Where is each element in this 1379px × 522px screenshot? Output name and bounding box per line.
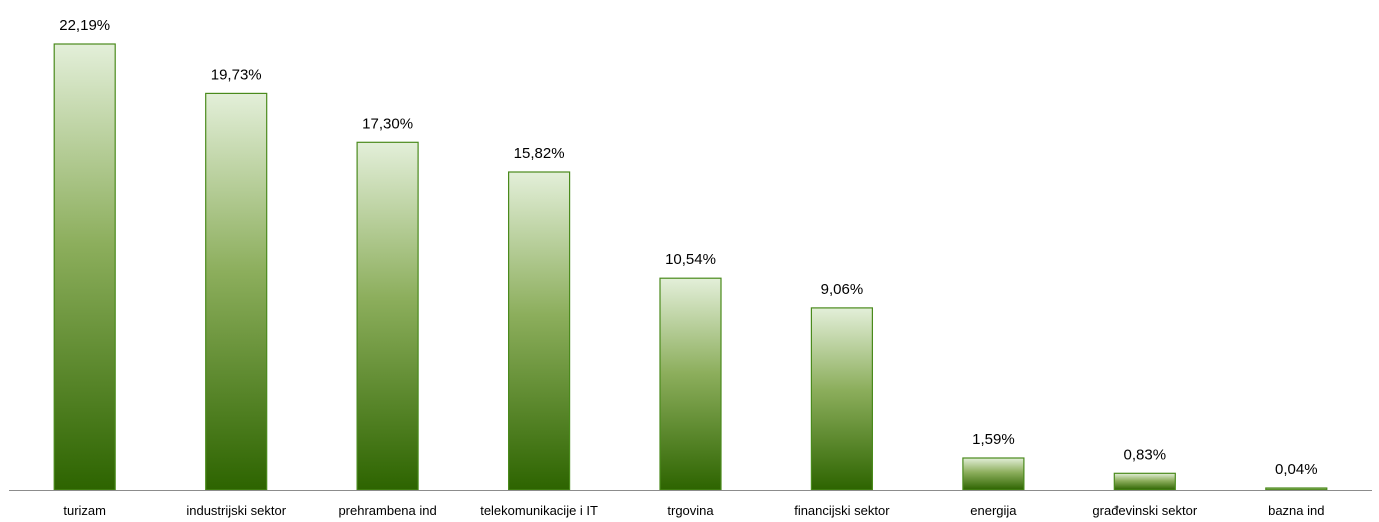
x-tick-label-6: financijski sektor — [794, 503, 890, 518]
data-label-6: 9,06% — [821, 281, 864, 298]
bar-8 — [1113, 472, 1176, 491]
data-label-7: 1,59% — [972, 431, 1015, 448]
x-tick-label-9: bazna ind — [1268, 503, 1324, 518]
x-tick-label-3: prehrambena ind — [338, 503, 436, 518]
data-label-2: 19,73% — [211, 66, 262, 83]
bars-group — [53, 43, 1328, 491]
x-tick-label-8: građevinski sektor — [1092, 503, 1197, 518]
x-tick-label-5: trgovina — [667, 503, 714, 518]
data-label-8: 0,83% — [1124, 446, 1167, 463]
data-label-5: 10,54% — [665, 251, 716, 268]
x-tick-labels-group: turizam industrijski sektor prehrambena in… — [63, 503, 1324, 518]
bar-9 — [1265, 487, 1328, 491]
bar-1 — [53, 43, 116, 491]
data-label-9: 0,04% — [1275, 461, 1318, 478]
x-tick-label-7: energija — [970, 503, 1017, 518]
bar-4 — [508, 171, 571, 491]
x-tick-label-4: telekomunikacije i IT — [480, 503, 598, 518]
bar-7 — [962, 457, 1025, 491]
bar-6 — [810, 307, 874, 491]
data-label-4: 15,82% — [514, 145, 565, 162]
bar-5 — [659, 277, 722, 491]
data-labels-group: 22,19% 19,73% 17,30% 15,82% 10,54% 9,06% 1,59%… — [59, 17, 1317, 478]
x-tick-label-1: turizam — [63, 503, 106, 518]
data-label-3: 17,30% — [362, 115, 413, 132]
bar-2 — [205, 92, 268, 491]
data-label-1: 22,19% — [59, 17, 110, 34]
bar-3 — [356, 141, 419, 491]
x-tick-label-2: industrijski sektor — [186, 503, 286, 518]
